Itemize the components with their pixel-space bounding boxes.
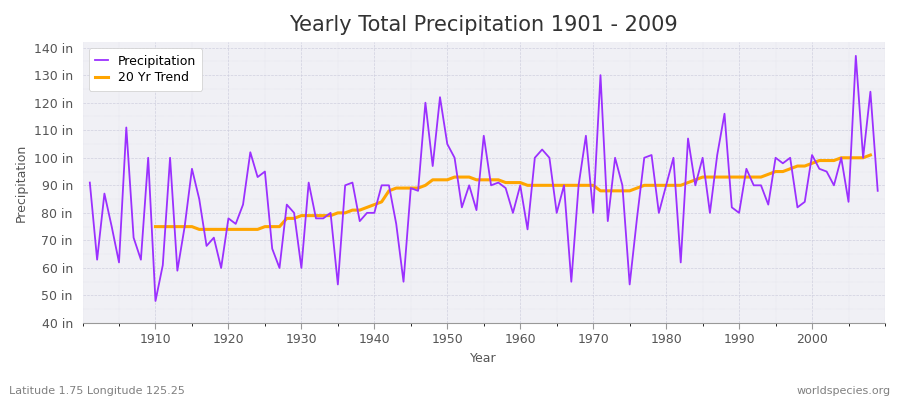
Y-axis label: Precipitation: Precipitation	[15, 144, 28, 222]
Precipitation	[522, 227, 533, 232]
Precipitation	[609, 155, 620, 160]
20 Yr Trend	[376, 200, 387, 204]
Precipitation	[85, 180, 95, 185]
Precipitation	[850, 54, 861, 58]
20 Yr Trend	[865, 153, 876, 158]
Precipitation	[310, 216, 321, 221]
20 Yr Trend	[194, 227, 204, 232]
Text: worldspecies.org: worldspecies.org	[796, 386, 891, 396]
20 Yr Trend	[536, 183, 547, 188]
Precipitation	[150, 298, 161, 303]
20 Yr Trend	[150, 224, 161, 229]
Precipitation	[515, 183, 526, 188]
Precipitation	[872, 188, 883, 193]
Precipitation	[143, 155, 154, 160]
Title: Yearly Total Precipitation 1901 - 2009: Yearly Total Precipitation 1901 - 2009	[290, 15, 678, 35]
20 Yr Trend	[719, 175, 730, 180]
X-axis label: Year: Year	[471, 352, 497, 365]
Line: Precipitation: Precipitation	[90, 56, 878, 301]
Precipitation	[355, 219, 365, 224]
Legend: Precipitation, 20 Yr Trend: Precipitation, 20 Yr Trend	[89, 48, 202, 91]
20 Yr Trend	[347, 208, 358, 212]
Text: Latitude 1.75 Longitude 125.25: Latitude 1.75 Longitude 125.25	[9, 386, 184, 396]
20 Yr Trend	[515, 180, 526, 185]
Line: 20 Yr Trend: 20 Yr Trend	[156, 155, 870, 229]
20 Yr Trend	[325, 213, 336, 218]
